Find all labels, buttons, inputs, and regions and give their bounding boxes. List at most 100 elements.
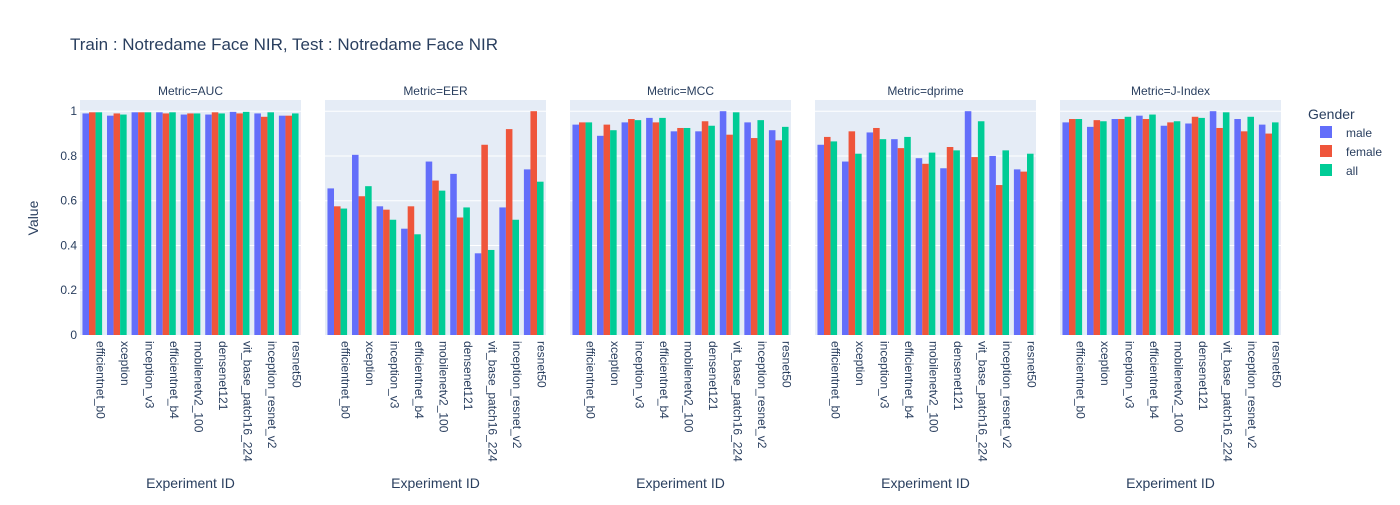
- bar-female-inception_v3[interactable]: [873, 127, 880, 335]
- bar-male-efficientnet_b4[interactable]: [1136, 115, 1143, 335]
- bar-female-inception_resnet_v2[interactable]: [260, 116, 268, 335]
- bar-male-vit_base_patch16_224[interactable]: [1209, 111, 1217, 335]
- bar-all-vit_base_patch16_224[interactable]: [977, 121, 985, 335]
- bar-female-densenet121[interactable]: [1191, 116, 1199, 335]
- bar-all-resnet50[interactable]: [782, 126, 789, 335]
- bar-female-inception_v3[interactable]: [383, 209, 390, 335]
- bar-male-xception[interactable]: [107, 115, 114, 335]
- bar-male-vit_base_patch16_224[interactable]: [964, 111, 972, 335]
- bar-all-resnet50[interactable]: [1272, 122, 1279, 335]
- bar-all-densenet121[interactable]: [953, 150, 960, 335]
- bar-all-inception_v3[interactable]: [389, 219, 397, 335]
- bar-all-inception_v3[interactable]: [1124, 116, 1132, 335]
- bar-all-xception[interactable]: [610, 130, 617, 335]
- bar-female-xception[interactable]: [848, 131, 856, 335]
- bar-all-efficientnet_b0[interactable]: [95, 112, 103, 335]
- bar-all-resnet50[interactable]: [292, 113, 299, 336]
- bar-female-vit_base_patch16_224[interactable]: [481, 144, 488, 335]
- bar-all-efficientnet_b0[interactable]: [340, 208, 348, 335]
- bar-all-resnet50[interactable]: [1027, 153, 1034, 335]
- bar-all-efficientnet_b0[interactable]: [585, 122, 593, 335]
- bar-male-resnet50[interactable]: [768, 130, 776, 335]
- bar-male-mobilenetv2_100[interactable]: [425, 161, 433, 335]
- bar-all-efficientnet_b0[interactable]: [1075, 119, 1083, 336]
- bar-all-mobilenetv2_100[interactable]: [438, 190, 446, 335]
- bar-female-resnet50[interactable]: [1020, 171, 1027, 335]
- bar-female-mobilenetv2_100[interactable]: [432, 180, 439, 335]
- bar-female-efficientnet_b0[interactable]: [579, 122, 586, 335]
- bar-male-mobilenetv2_100[interactable]: [670, 131, 678, 335]
- bar-all-efficientnet_b4[interactable]: [414, 234, 421, 335]
- bar-female-mobilenetv2_100[interactable]: [922, 163, 929, 335]
- bar-female-efficientnet_b4[interactable]: [652, 122, 660, 335]
- bar-male-vit_base_patch16_224[interactable]: [229, 111, 237, 335]
- bar-male-efficientnet_b0[interactable]: [327, 188, 335, 335]
- bar-all-xception[interactable]: [120, 114, 127, 335]
- bar-male-vit_base_patch16_224[interactable]: [719, 111, 727, 335]
- bar-male-inception_resnet_v2[interactable]: [499, 207, 506, 335]
- bar-all-inception_resnet_v2[interactable]: [512, 219, 519, 335]
- bar-female-densenet121[interactable]: [456, 217, 464, 336]
- bar-male-inception_resnet_v2[interactable]: [254, 113, 261, 336]
- bar-female-resnet50[interactable]: [775, 140, 782, 335]
- bar-female-efficientnet_b4[interactable]: [162, 113, 170, 336]
- bar-all-inception_v3[interactable]: [879, 139, 887, 335]
- bar-all-resnet50[interactable]: [537, 181, 544, 335]
- bar-all-mobilenetv2_100[interactable]: [1173, 121, 1181, 335]
- bar-female-inception_resnet_v2[interactable]: [1240, 131, 1248, 335]
- bar-female-xception[interactable]: [1093, 120, 1101, 335]
- bar-male-inception_v3[interactable]: [866, 132, 874, 335]
- bar-all-efficientnet_b4[interactable]: [659, 117, 666, 336]
- bar-female-efficientnet_b0[interactable]: [1069, 119, 1076, 336]
- bar-female-efficientnet_b0[interactable]: [824, 136, 831, 335]
- bar-all-densenet121[interactable]: [463, 207, 470, 335]
- legend-swatch-all[interactable]: [1320, 164, 1332, 176]
- bar-all-mobilenetv2_100[interactable]: [683, 127, 691, 335]
- bar-all-densenet121[interactable]: [218, 113, 225, 336]
- bar-all-inception_resnet_v2[interactable]: [757, 120, 764, 335]
- bar-female-inception_resnet_v2[interactable]: [995, 185, 1003, 335]
- bar-female-vit_base_patch16_224[interactable]: [726, 134, 733, 335]
- bar-male-mobilenetv2_100[interactable]: [915, 158, 923, 335]
- bar-male-efficientnet_b4[interactable]: [156, 112, 163, 335]
- bar-male-mobilenetv2_100[interactable]: [1160, 125, 1168, 336]
- bar-all-vit_base_patch16_224[interactable]: [242, 111, 250, 335]
- bar-male-resnet50[interactable]: [1013, 169, 1021, 335]
- bar-all-efficientnet_b4[interactable]: [1149, 114, 1156, 335]
- bar-female-resnet50[interactable]: [285, 115, 292, 335]
- bar-female-inception_v3[interactable]: [628, 119, 635, 336]
- bar-male-inception_v3[interactable]: [621, 122, 629, 335]
- legend-swatch-male[interactable]: [1320, 126, 1332, 138]
- bar-female-vit_base_patch16_224[interactable]: [236, 113, 243, 336]
- bar-male-efficientnet_b0[interactable]: [817, 144, 825, 335]
- bar-male-xception[interactable]: [352, 154, 359, 335]
- bar-all-inception_resnet_v2[interactable]: [1247, 116, 1254, 335]
- bar-male-resnet50[interactable]: [278, 115, 286, 335]
- bar-male-resnet50[interactable]: [1258, 124, 1266, 336]
- bar-all-inception_v3[interactable]: [144, 112, 152, 335]
- bar-male-inception_resnet_v2[interactable]: [744, 122, 751, 335]
- bar-male-efficientnet_b4[interactable]: [891, 139, 898, 335]
- bar-female-densenet121[interactable]: [946, 147, 954, 335]
- bar-all-inception_v3[interactable]: [634, 120, 642, 335]
- bar-all-xception[interactable]: [1100, 121, 1107, 335]
- bar-female-resnet50[interactable]: [1265, 133, 1272, 335]
- bar-all-efficientnet_b4[interactable]: [904, 136, 911, 335]
- bar-male-densenet121[interactable]: [450, 173, 457, 335]
- bar-male-resnet50[interactable]: [523, 169, 531, 335]
- bar-female-vit_base_patch16_224[interactable]: [1216, 127, 1223, 335]
- bar-female-efficientnet_b4[interactable]: [897, 148, 905, 335]
- bar-male-inception_resnet_v2[interactable]: [989, 155, 996, 335]
- bar-female-efficientnet_b0[interactable]: [334, 206, 341, 335]
- bar-all-vit_base_patch16_224[interactable]: [732, 112, 740, 335]
- bar-male-efficientnet_b0[interactable]: [82, 113, 90, 336]
- bar-male-densenet121[interactable]: [695, 131, 702, 335]
- bar-all-inception_resnet_v2[interactable]: [1002, 150, 1009, 335]
- bar-female-mobilenetv2_100[interactable]: [187, 113, 194, 336]
- legend[interactable]: Gender male female all: [1308, 106, 1382, 178]
- bar-male-mobilenetv2_100[interactable]: [180, 114, 188, 335]
- bar-all-efficientnet_b4[interactable]: [169, 112, 176, 335]
- legend-swatch-female[interactable]: [1320, 145, 1332, 157]
- bar-male-xception[interactable]: [597, 135, 604, 335]
- bar-female-mobilenetv2_100[interactable]: [1167, 122, 1174, 335]
